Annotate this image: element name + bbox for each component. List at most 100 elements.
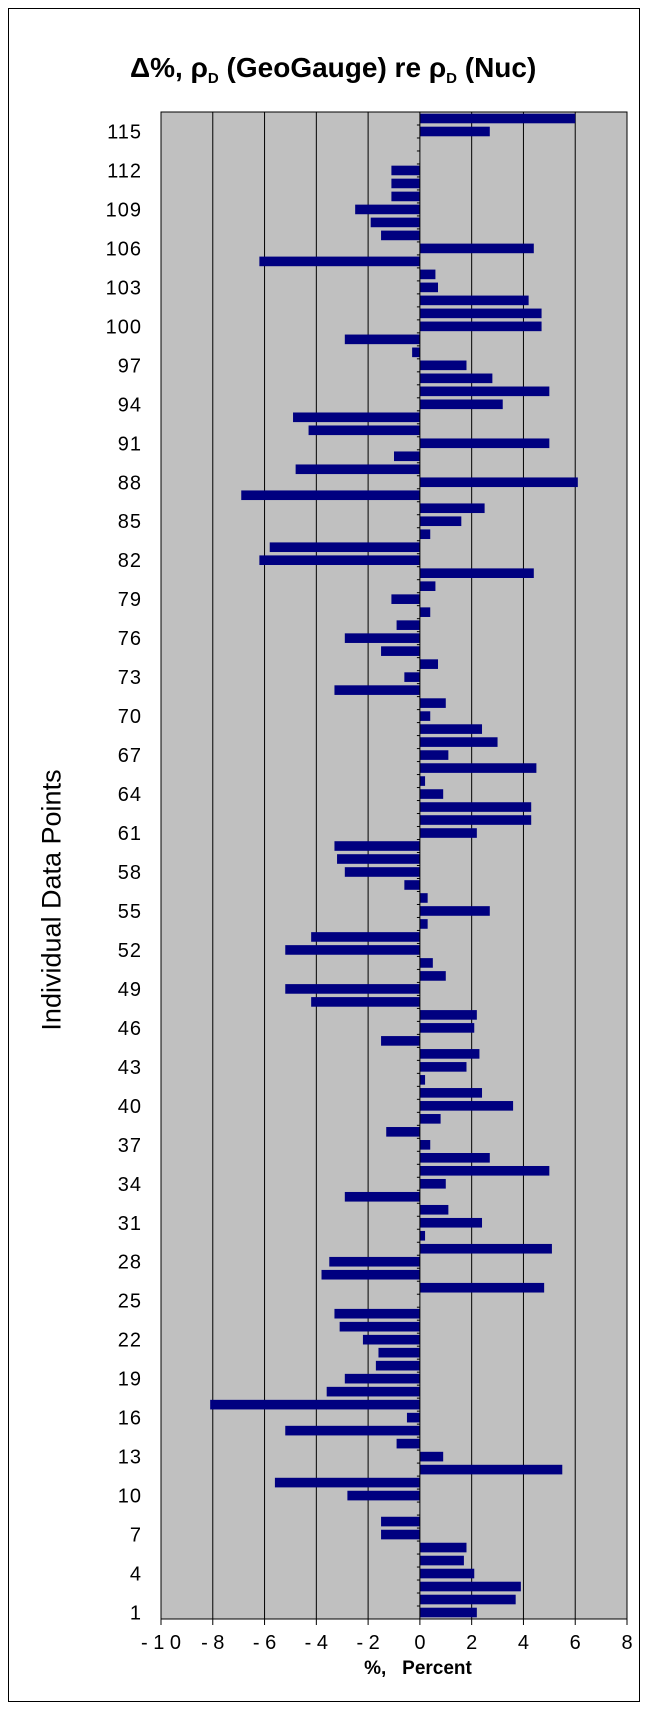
bar (344, 1373, 420, 1384)
y-tick-label: 76 (118, 628, 142, 650)
bar (419, 919, 428, 929)
bar (419, 1243, 552, 1254)
bar (337, 854, 420, 864)
bar (391, 594, 420, 604)
bar (419, 815, 532, 825)
y-tick-label: 112 (107, 160, 142, 182)
bar (295, 464, 420, 475)
bar (419, 243, 534, 254)
bar (419, 113, 576, 124)
bar (274, 1477, 420, 1488)
bar (210, 1399, 420, 1410)
bar (419, 1230, 426, 1241)
y-tick-label: 1 (130, 1603, 142, 1625)
bar (419, 308, 542, 319)
bar (339, 1321, 420, 1332)
y-tick-label: 106 (106, 238, 142, 260)
bar (419, 516, 462, 527)
bar (419, 971, 446, 981)
bar (334, 1308, 420, 1319)
y-tick-label: 13 (118, 1447, 142, 1469)
bar (419, 698, 446, 708)
bar (419, 1101, 514, 1111)
bar (326, 1386, 420, 1397)
x-tick-label: 6 (570, 1632, 581, 1654)
y-tick-label: 67 (118, 745, 142, 767)
bar (419, 126, 490, 137)
bar (381, 1036, 420, 1046)
bar (419, 763, 537, 773)
bar (419, 607, 431, 617)
bar (293, 412, 420, 423)
bar (419, 737, 498, 747)
y-tick-label: 82 (118, 550, 142, 572)
bar (419, 828, 477, 838)
bar (419, 1464, 563, 1475)
bar (419, 477, 578, 488)
y-tick-label: 79 (118, 589, 142, 611)
bar (347, 1490, 420, 1501)
chart-title: Δ%, ρD (GeoGauge) re ρD (Nuc) (130, 52, 537, 87)
x-tick-label: - 2 (356, 1632, 379, 1654)
bar (419, 724, 483, 734)
x-tick-label: - 8 (201, 1632, 224, 1654)
y-tick-label: 46 (118, 1018, 142, 1040)
bar (419, 1581, 521, 1592)
bar (396, 620, 420, 630)
bar (404, 880, 420, 890)
plot-border (160, 111, 628, 1620)
bar (419, 1217, 483, 1228)
bar (419, 1049, 480, 1059)
bar (381, 646, 420, 656)
bar (285, 945, 420, 955)
y-tick-label: 103 (106, 277, 142, 299)
x-tick-label: 0 (414, 1632, 425, 1654)
bar (375, 1360, 420, 1371)
bar (259, 256, 420, 267)
y-tick-label: 55 (118, 901, 142, 923)
y-tick-label: 49 (118, 979, 142, 1001)
bar (396, 1438, 420, 1449)
y-tick-label: 97 (118, 355, 142, 377)
bar (419, 1114, 441, 1124)
bar (419, 529, 431, 540)
bar (419, 321, 542, 332)
y-tick-label: 37 (118, 1135, 142, 1157)
bar (419, 659, 439, 669)
bar (419, 958, 433, 968)
bar (419, 568, 534, 579)
y-tick-label: 28 (118, 1252, 142, 1274)
bar (419, 360, 467, 371)
bar (391, 191, 420, 202)
bar (381, 230, 420, 241)
x-tick-label: - 6 (253, 1632, 276, 1654)
bar (412, 347, 420, 358)
x-tick-label: 2 (466, 1632, 477, 1654)
y-tick-label: 22 (118, 1330, 142, 1352)
bar (419, 503, 485, 514)
bar (391, 165, 420, 176)
bar (381, 1516, 420, 1527)
x-axis-label: %, Percent (364, 1658, 472, 1679)
y-tick-label: 88 (118, 472, 142, 494)
y-tick-label: 19 (118, 1369, 142, 1391)
bar (419, 295, 529, 306)
y-tick-label: 94 (118, 394, 142, 416)
bar (419, 1594, 516, 1605)
y-tick-label: 61 (118, 823, 142, 845)
bar (419, 1062, 467, 1072)
bar (355, 204, 420, 215)
bar (285, 984, 420, 994)
bar (419, 269, 436, 280)
bar (329, 1256, 420, 1267)
bar (334, 685, 420, 695)
bar (344, 1191, 420, 1202)
bar (419, 1140, 431, 1150)
bar (419, 711, 431, 721)
bar (419, 282, 439, 293)
bar (419, 1023, 475, 1033)
bar (419, 1568, 475, 1579)
bar (419, 789, 444, 799)
bar (419, 438, 550, 449)
bar (321, 1269, 420, 1280)
